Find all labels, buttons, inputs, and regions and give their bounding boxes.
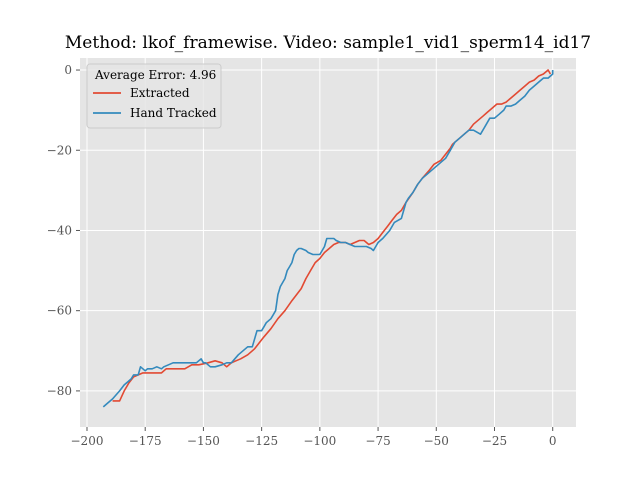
y-axis: 0 −20 −40 −60 −80 <box>47 63 80 398</box>
legend-title: Average Error: 4.96 <box>94 68 216 82</box>
legend-box <box>86 63 222 129</box>
x-tick-label: −100 <box>303 434 336 448</box>
y-tick-label: −40 <box>47 223 72 237</box>
y-tick-label: 0 <box>64 63 72 77</box>
y-tick-label: −60 <box>47 304 72 318</box>
chart-title: Method: lkof_framewise. Video: sample1_v… <box>65 33 591 53</box>
y-tick-label: −20 <box>47 143 72 157</box>
x-tick-label: −25 <box>482 434 507 448</box>
x-tick-label: −200 <box>71 434 104 448</box>
legend-label-hand-tracked: Hand Tracked <box>130 106 217 120</box>
x-tick-label: 0 <box>549 434 557 448</box>
x-tick-label: −50 <box>424 434 449 448</box>
y-tick-label: −80 <box>47 384 72 398</box>
x-tick-label: −75 <box>365 434 390 448</box>
series-line-hand-tracked <box>102 70 554 408</box>
x-tick-label: −150 <box>187 434 220 448</box>
series-layer <box>102 69 554 408</box>
legend: Average Error: 4.96 Extracted Hand Track… <box>86 63 222 129</box>
x-tick-label: −175 <box>129 434 162 448</box>
x-tick-label: −125 <box>245 434 278 448</box>
x-axis: −200 −175 −150 −125 −100 −75 −50 −25 0 <box>71 427 557 448</box>
legend-label-extracted: Extracted <box>130 86 190 100</box>
